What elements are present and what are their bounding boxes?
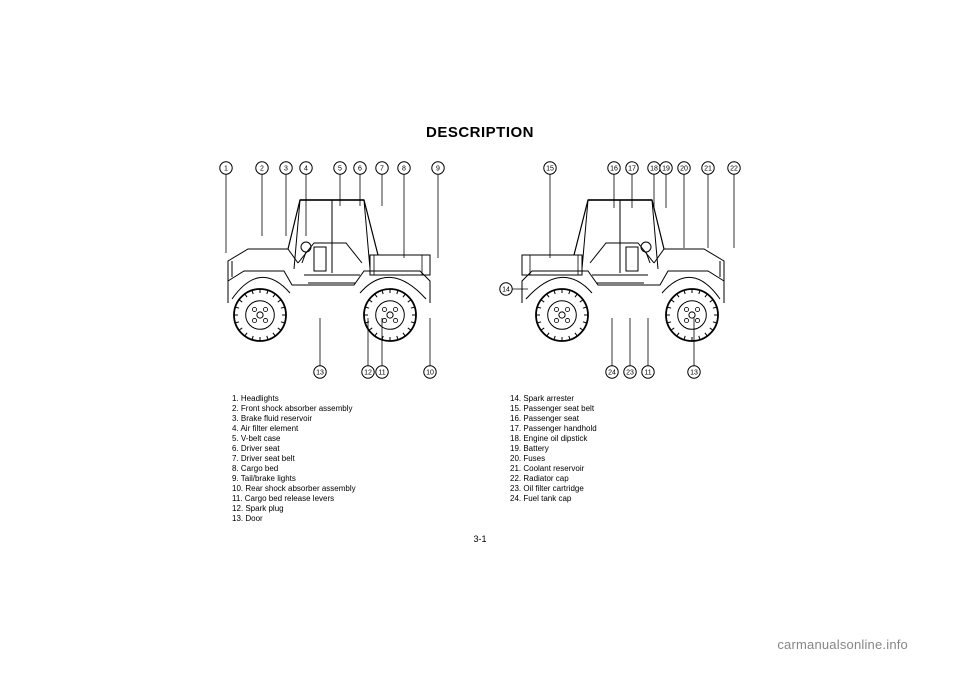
- svg-text:15: 15: [546, 166, 554, 173]
- legend-item: 4. Air filter element: [232, 424, 356, 434]
- watermark: carmanualsonline.info: [777, 637, 908, 652]
- svg-text:24: 24: [608, 370, 616, 377]
- legend-item: 24. Fuel tank cap: [510, 494, 597, 504]
- legend-item: 15. Passenger seat belt: [510, 404, 597, 414]
- svg-text:20: 20: [680, 166, 688, 173]
- svg-text:7: 7: [380, 166, 384, 173]
- legend-item: 6. Driver seat: [232, 444, 356, 454]
- legend-item: 22. Radiator cap: [510, 474, 597, 484]
- legend-left: 1. Headlights2. Front shock absorber ass…: [232, 394, 356, 524]
- legend-item: 9. Tail/brake lights: [232, 474, 356, 484]
- svg-text:21: 21: [704, 166, 712, 173]
- legend-item: 14. Spark arrester: [510, 394, 597, 404]
- legend-item: 12. Spark plug: [232, 504, 356, 514]
- svg-text:2: 2: [260, 166, 264, 173]
- svg-text:12: 12: [364, 370, 372, 377]
- page-title: DESCRIPTION: [0, 124, 960, 141]
- svg-text:13: 13: [316, 370, 324, 377]
- legend-item: 10. Rear shock absorber assembly: [232, 484, 356, 494]
- svg-text:23: 23: [626, 370, 634, 377]
- legend-right: 14. Spark arrester15. Passenger seat bel…: [510, 394, 597, 504]
- legend-item: 17. Passenger handhold: [510, 424, 597, 434]
- page-number: 3-1: [0, 534, 960, 544]
- svg-text:13: 13: [690, 370, 698, 377]
- svg-text:6: 6: [358, 166, 362, 173]
- svg-text:14: 14: [502, 287, 510, 294]
- svg-text:8: 8: [402, 166, 406, 173]
- legend-item: 16. Passenger seat: [510, 414, 597, 424]
- svg-text:11: 11: [378, 370, 385, 377]
- legend-item: 5. V-belt case: [232, 434, 356, 444]
- legend-item: 8. Cargo bed: [232, 464, 356, 474]
- svg-text:17: 17: [628, 166, 636, 173]
- legend-item: 1. Headlights: [232, 394, 356, 404]
- legend-item: 19. Battery: [510, 444, 597, 454]
- legend-item: 20. Fuses: [510, 454, 597, 464]
- legend-item: 3. Brake fluid reservoir: [232, 414, 356, 424]
- legend-item: 21. Coolant reservoir: [510, 464, 597, 474]
- legend-item: 7. Driver seat belt: [232, 454, 356, 464]
- svg-text:10: 10: [426, 370, 434, 377]
- legend-item: 23. Oil filter cartridge: [510, 484, 597, 494]
- svg-text:19: 19: [662, 166, 670, 173]
- vehicle-diagram: 1234567891312111015161718192021221424231…: [208, 158, 768, 388]
- svg-text:5: 5: [338, 166, 342, 173]
- svg-text:11: 11: [644, 370, 651, 377]
- page: DESCRIPTION 1234567891312111015161718192…: [0, 0, 960, 678]
- svg-text:18: 18: [650, 166, 658, 173]
- svg-text:3: 3: [284, 166, 288, 173]
- legend-item: 11. Cargo bed release levers: [232, 494, 356, 504]
- diagram-svg: 1234567891312111015161718192021221424231…: [208, 158, 768, 388]
- svg-text:9: 9: [436, 166, 440, 173]
- legend-item: 13. Door: [232, 514, 356, 524]
- svg-text:4: 4: [304, 166, 308, 173]
- svg-text:1: 1: [224, 166, 228, 173]
- legend-item: 18. Engine oil dipstick: [510, 434, 597, 444]
- svg-text:16: 16: [610, 166, 618, 173]
- legend-item: 2. Front shock absorber assembly: [232, 404, 356, 414]
- svg-text:22: 22: [730, 166, 738, 173]
